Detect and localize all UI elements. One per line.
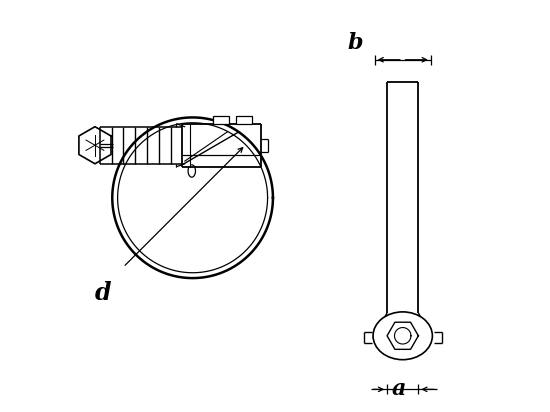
Bar — [236, 116, 251, 124]
Text: a: a — [392, 378, 406, 400]
Ellipse shape — [373, 312, 432, 360]
Bar — [213, 116, 229, 124]
Text: d: d — [95, 281, 111, 304]
Text: b: b — [348, 32, 363, 54]
